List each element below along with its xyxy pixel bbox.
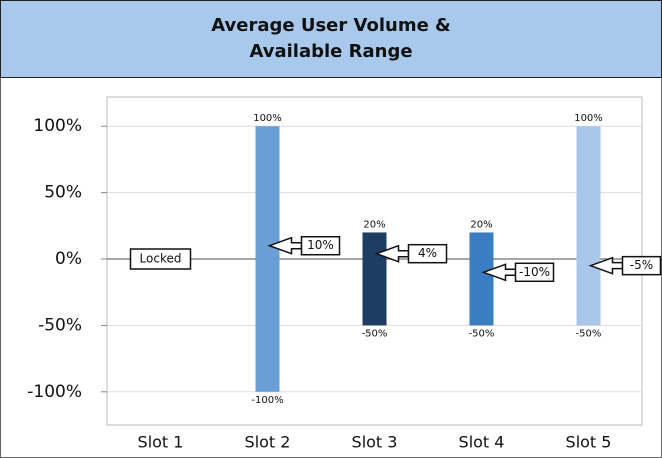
title-band <box>0 0 662 78</box>
value-label: 20% <box>470 219 492 230</box>
x-tick-label: Slot 2 <box>245 433 291 452</box>
average-label: 4% <box>418 246 437 260</box>
average-box <box>514 262 555 283</box>
y-tick-label: 100% <box>33 116 82 136</box>
value-label: -50% <box>362 328 388 339</box>
value-label: 100% <box>574 113 603 124</box>
x-tick-label: Slot 5 <box>566 433 612 452</box>
average-label: 10% <box>307 238 334 252</box>
range-bar <box>469 232 494 326</box>
x-tick-label: Slot 3 <box>352 433 398 452</box>
chart-title: Average User Volume & <box>211 15 451 36</box>
range-bar <box>576 126 601 326</box>
y-tick-label: -100% <box>27 382 82 402</box>
range-bar <box>362 232 387 326</box>
y-tick-label: -50% <box>38 315 82 335</box>
x-tick-label: Slot 4 <box>459 433 505 452</box>
average-box <box>407 243 448 264</box>
value-label: -100% <box>251 395 283 406</box>
value-label: 100% <box>253 113 282 124</box>
average-label: -10% <box>519 265 550 279</box>
average-label: -5% <box>630 258 653 272</box>
value-label: 20% <box>363 219 385 230</box>
range-bar <box>255 126 280 392</box>
annotation: Locked <box>140 252 182 266</box>
value-label: -50% <box>576 328 602 339</box>
average-box <box>621 255 662 276</box>
chart-title: Available Range <box>249 41 412 62</box>
y-tick-label: 0% <box>55 249 82 269</box>
annotation-box <box>129 248 192 270</box>
average-box <box>300 235 341 256</box>
x-tick-label: Slot 1 <box>138 433 184 452</box>
value-label: -50% <box>469 328 495 339</box>
y-tick-label: 50% <box>44 183 82 203</box>
